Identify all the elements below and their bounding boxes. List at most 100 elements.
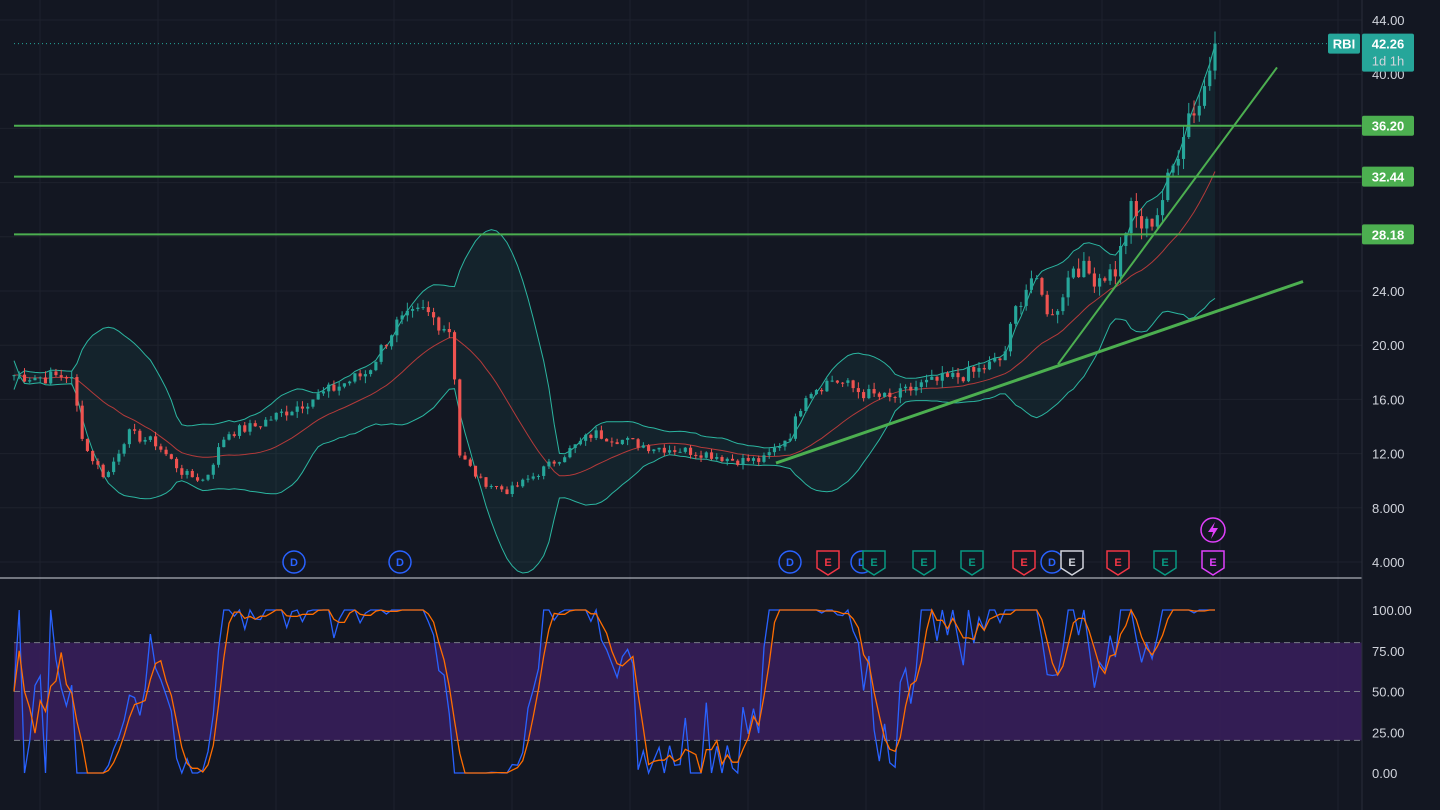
stoch-tick-label: 0.00 (1372, 766, 1397, 781)
band-fill (14, 44, 1215, 573)
candle-body (704, 452, 708, 458)
earnings-marker[interactable] (862, 550, 886, 576)
candle-body (248, 423, 252, 432)
stoch-tick-label: 75.00 (1372, 644, 1405, 659)
symbol-tag[interactable] (1328, 33, 1360, 54)
earnings-marker[interactable] (1153, 550, 1177, 576)
candle-body (489, 486, 493, 488)
candle-body (253, 423, 257, 427)
earnings-marker[interactable] (912, 550, 936, 576)
candle-body (966, 366, 971, 382)
candle-body (342, 383, 346, 387)
candle-body (751, 458, 756, 461)
candle-body (678, 451, 682, 453)
earnings-marker[interactable] (1106, 550, 1130, 576)
candle-body (300, 406, 305, 409)
candle-body (316, 393, 320, 400)
trend-line[interactable] (775, 280, 1304, 465)
candle-body (1087, 260, 1091, 274)
candle-body (22, 374, 27, 382)
candle-body (411, 309, 415, 311)
price-tick-label: 8.000 (1372, 501, 1405, 516)
candle-body (269, 419, 273, 421)
candle-body (17, 374, 21, 376)
candle-body (290, 411, 294, 416)
earnings-marker[interactable] (816, 550, 840, 576)
candle-body (1061, 297, 1065, 312)
candle-body (835, 380, 839, 383)
candle-body (746, 457, 750, 461)
candle-body (610, 441, 614, 443)
candle-body (699, 455, 703, 458)
earnings-marker[interactable] (960, 550, 984, 576)
candle-body (620, 439, 624, 445)
candle-body (945, 373, 950, 377)
earnings-marker[interactable] (1012, 550, 1036, 576)
candle-body (1145, 218, 1149, 229)
trend-lines[interactable] (775, 66, 1304, 465)
dividend-marker[interactable] (388, 550, 412, 574)
candle-body (830, 380, 834, 382)
dividend-marker[interactable] (282, 550, 306, 574)
candle-body (1019, 305, 1023, 307)
candle-body (332, 384, 336, 391)
candle-body (594, 430, 598, 438)
band-lower (13, 297, 1216, 574)
candle-body (390, 335, 394, 347)
candle-body (175, 458, 179, 469)
earnings-marker[interactable] (1060, 550, 1084, 576)
candle-body (877, 393, 881, 397)
candle-body (1050, 314, 1054, 316)
stoch-tick-label: 50.00 (1372, 685, 1405, 700)
trend-line[interactable] (1057, 66, 1278, 365)
candle-body (956, 372, 960, 378)
candle-body (709, 452, 714, 459)
candle-body (1119, 245, 1123, 277)
candle-body (1160, 200, 1165, 216)
candle-body (909, 386, 913, 391)
stoch-d-line (13, 608, 1215, 774)
candle-body (216, 447, 221, 465)
band-basis (13, 171, 1216, 477)
candle-body (348, 381, 352, 384)
price-tick-label: 16.00 (1372, 392, 1405, 407)
candle-body (615, 442, 619, 445)
candle-body (122, 444, 126, 454)
candlestick-series[interactable] (12, 31, 1217, 497)
event-marker-label: E (1020, 557, 1027, 569)
candle-body (783, 440, 787, 447)
candle-body (101, 464, 105, 477)
horizontal-levels[interactable] (14, 124, 1362, 236)
event-marker-label: D (1048, 557, 1056, 569)
candle-body (159, 446, 163, 450)
event-marker-label: D (858, 557, 866, 569)
candle-body (563, 457, 567, 463)
candle-body (1124, 233, 1128, 246)
candle-body (814, 389, 818, 395)
last-price-text: 42.26 (1372, 37, 1405, 52)
candle-body (1129, 201, 1133, 234)
candle-body (468, 459, 472, 466)
price-axis[interactable]: 44.0040.0024.0020.0016.0012.008.0004.000… (1372, 13, 1412, 781)
candle-body (169, 454, 173, 459)
candle-body (327, 384, 331, 392)
candle-body (720, 457, 724, 462)
candle-body (243, 425, 247, 432)
candle-body (1008, 323, 1013, 352)
candle-body (862, 392, 866, 399)
candle-body (799, 411, 803, 417)
candle-body (1103, 278, 1107, 281)
candle-body (526, 478, 530, 480)
candle-body (321, 391, 325, 394)
dividend-marker[interactable] (778, 550, 802, 574)
earnings-marker[interactable] (1201, 550, 1225, 576)
candle-body (904, 386, 908, 389)
candle-body (1197, 105, 1201, 116)
candle-body (211, 464, 215, 475)
candle-body (1082, 260, 1086, 278)
event-marker-label: E (824, 557, 831, 569)
candle-body (536, 475, 541, 477)
candle-body (431, 312, 436, 318)
